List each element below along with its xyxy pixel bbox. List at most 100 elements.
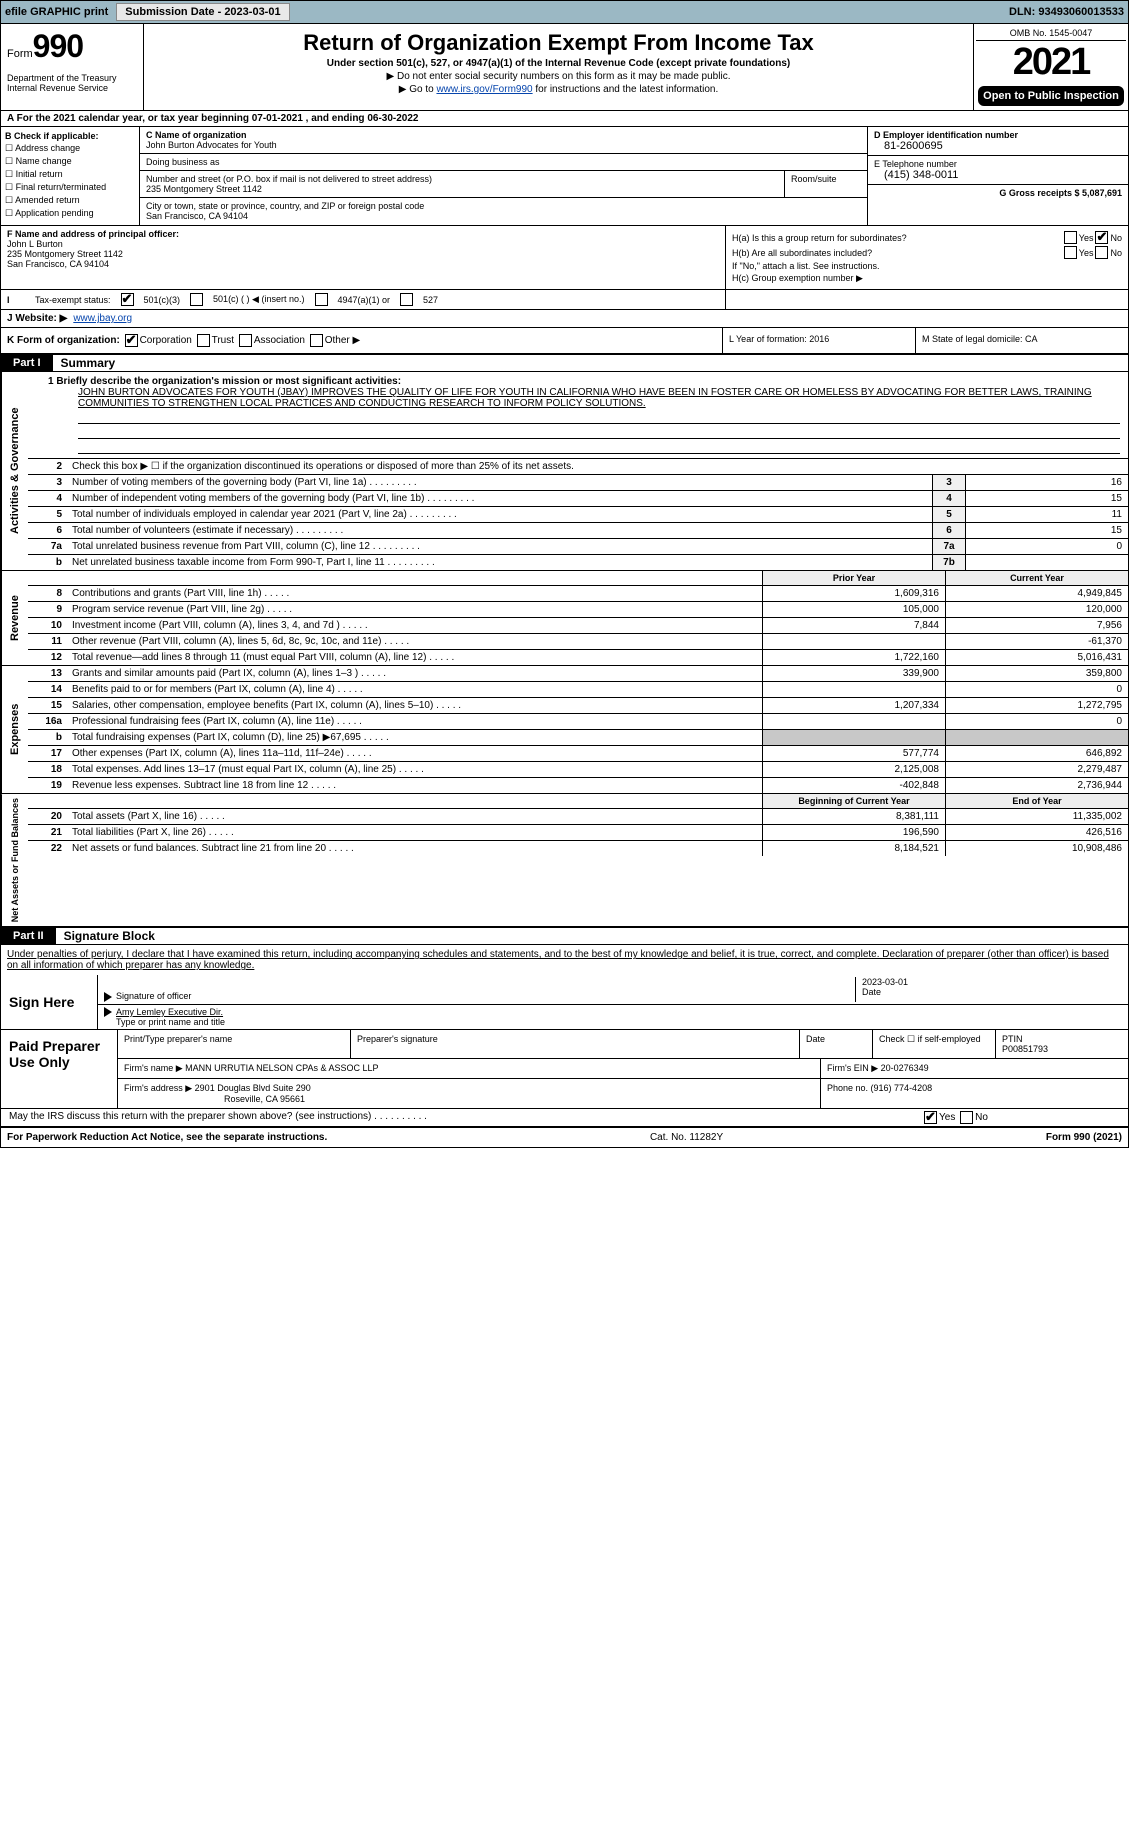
ha-no-label: No	[1110, 233, 1122, 243]
prep-date-label: Date	[800, 1030, 873, 1058]
data-row-19: 19Revenue less expenses. Subtract line 1…	[28, 778, 1128, 793]
end-year-header: End of Year	[945, 794, 1128, 808]
chk-trust[interactable]	[197, 334, 210, 347]
data-row-21: 21Total liabilities (Part X, line 26) . …	[28, 825, 1128, 841]
chk-4947[interactable]	[315, 293, 328, 306]
ha-yes-label: Yes	[1079, 233, 1094, 243]
part-1-title: Summary	[53, 356, 116, 370]
mission-block: 1 Briefly describe the organization's mi…	[28, 372, 1128, 459]
title-box: Return of Organization Exempt From Incom…	[144, 24, 973, 110]
discuss-row: May the IRS discuss this return with the…	[1, 1109, 1128, 1128]
note2-pre: ▶ Go to	[399, 84, 437, 95]
chk-other[interactable]	[310, 334, 323, 347]
sidebar-revenue: Revenue	[1, 571, 28, 665]
firm-city: Roseville, CA 95661	[224, 1094, 305, 1104]
row-ij: I Tax-exempt status: 501(c)(3) 501(c) ( …	[1, 290, 1128, 310]
irs-link[interactable]: www.irs.gov/Form990	[436, 84, 532, 95]
discuss-no-checkbox[interactable]	[960, 1111, 973, 1124]
governance-body: 1 Briefly describe the organization's mi…	[28, 372, 1128, 570]
note-2: ▶ Go to www.irs.gov/Form990 for instruct…	[152, 84, 965, 95]
sign-here-label: Sign Here	[1, 975, 97, 1029]
prep-name-label: Print/Type preparer's name	[118, 1030, 351, 1058]
data-row-13: 13Grants and similar amounts paid (Part …	[28, 666, 1128, 682]
q2-row: 2 Check this box ▶ ☐ if the organization…	[28, 459, 1128, 475]
hb-note: If "No," attach a list. See instructions…	[732, 261, 1122, 271]
chk-initial-return[interactable]: ☐ Initial return	[5, 169, 135, 180]
ptin-value: P00851793	[1002, 1044, 1048, 1054]
chk-association[interactable]	[239, 334, 252, 347]
gov-row-5: 5Total number of individuals employed in…	[28, 507, 1128, 523]
org-name: John Burton Advocates for Youth	[146, 140, 861, 150]
submission-date-button[interactable]: Submission Date - 2023-03-01	[116, 3, 289, 21]
netassets-section: Net Assets or Fund Balances Beginning of…	[1, 794, 1128, 928]
chk-application-pending[interactable]: ☐ Application pending	[5, 208, 135, 219]
chk-amended[interactable]: ☐ Amended return	[5, 195, 135, 206]
dept-label: Department of the Treasury Internal Reve…	[7, 73, 137, 93]
chk-name-change[interactable]: ☐ Name change	[5, 156, 135, 167]
blank-line-3	[78, 441, 1120, 454]
preparer-row-3: Firm's address ▶ 2901 Douglas Blvd Suite…	[118, 1079, 1128, 1108]
col-c-org-info: C Name of organization John Burton Advoc…	[140, 127, 867, 225]
preparer-row-2: Firm's name ▶ MANN URRUTIA NELSON CPAs &…	[118, 1059, 1128, 1079]
note-1: ▶ Do not enter social security numbers o…	[152, 71, 965, 82]
beginning-year-header: Beginning of Current Year	[762, 794, 945, 808]
org-name-label: C Name of organization	[146, 130, 861, 140]
h-b-row: H(b) Are all subordinates included? Yes …	[732, 246, 1122, 259]
firm-name-value: MANN URRUTIA NELSON CPAs & ASSOC LLP	[185, 1063, 378, 1073]
row-k-form-org: K Form of organization: Corporation Trus…	[1, 328, 723, 353]
phone-cell: E Telephone number (415) 348-0011	[868, 156, 1128, 185]
hb-no-checkbox[interactable]	[1095, 246, 1108, 259]
section-bcd: B Check if applicable: ☐ Address change …	[1, 127, 1128, 226]
revenue-section: Revenue Prior Year Current Year 8Contrib…	[1, 571, 1128, 666]
sign-fields: Signature of officer 2023-03-01Date Amy …	[97, 975, 1128, 1029]
form-number: 990	[33, 28, 83, 64]
data-row-20: 20Total assets (Part X, line 16) . . . .…	[28, 809, 1128, 825]
dba-cell: Doing business as	[140, 154, 867, 171]
data-row-18: 18Total expenses. Add lines 13–17 (must …	[28, 762, 1128, 778]
discuss-yes-checkbox[interactable]	[924, 1111, 937, 1124]
part-1-tag: Part I	[1, 355, 53, 371]
data-row-9: 9Program service revenue (Part VIII, lin…	[28, 602, 1128, 618]
chk-final-return[interactable]: ☐ Final return/terminated	[5, 182, 135, 193]
firm-addr-label: Firm's address ▶	[124, 1083, 192, 1093]
part-2-title: Signature Block	[56, 929, 155, 943]
phone-label: E Telephone number	[874, 159, 1122, 169]
h-c-row: H(c) Group exemption number ▶	[732, 273, 1122, 284]
officer-addr1: 235 Montgomery Street 1142	[7, 249, 719, 259]
officer-label: F Name and address of principal officer:	[7, 229, 719, 239]
hb-yes-checkbox[interactable]	[1064, 246, 1077, 259]
prior-year-header: Prior Year	[762, 571, 945, 585]
ha-yes-checkbox[interactable]	[1064, 231, 1077, 244]
omb-label: OMB No. 1545-0047	[976, 26, 1126, 41]
dln-label: DLN: 93493060013533	[1009, 6, 1124, 18]
officer-name: John L Burton	[7, 239, 719, 249]
ha-no-checkbox[interactable]	[1095, 231, 1108, 244]
chk-527[interactable]	[400, 293, 413, 306]
opt-527: 527	[423, 295, 438, 305]
opt-501c3: 501(c)(3)	[144, 295, 181, 305]
paid-preparer-label: Paid Preparer Use Only	[1, 1030, 118, 1108]
net-header-row: Beginning of Current Year End of Year	[28, 794, 1128, 809]
chk-501c[interactable]	[190, 293, 203, 306]
street-cell: Number and street (or P.O. box if mail i…	[140, 171, 785, 197]
gov-row-6: 6Total number of volunteers (estimate if…	[28, 523, 1128, 539]
data-row-16a: 16aProfessional fundraising fees (Part I…	[28, 714, 1128, 730]
chk-address-change[interactable]: ☐ Address change	[5, 143, 135, 154]
arrow-icon	[104, 1007, 112, 1017]
col-b-title: B Check if applicable:	[5, 131, 135, 141]
col-b-checkboxes: B Check if applicable: ☐ Address change …	[1, 127, 140, 225]
ein-label: D Employer identification number	[874, 130, 1122, 140]
chk-corporation[interactable]	[125, 334, 138, 347]
chk-501c3[interactable]	[121, 293, 134, 306]
website-link[interactable]: www.jbay.org	[73, 313, 132, 324]
data-row-11: 11Other revenue (Part VIII, column (A), …	[28, 634, 1128, 650]
form-subtitle: Under section 501(c), 527, or 4947(a)(1)…	[152, 58, 965, 69]
hb-no-label: No	[1110, 248, 1122, 258]
opt-corporation: Corporation	[140, 335, 192, 346]
revenue-header-row: Prior Year Current Year	[28, 571, 1128, 586]
part-1-header: Part I Summary	[1, 355, 1128, 372]
tax-year: 2021	[976, 41, 1126, 84]
sig-officer-label: Signature of officer	[116, 991, 191, 1001]
ha-label: H(a) Is this a group return for subordin…	[732, 233, 1062, 243]
row-i-tax-status: I Tax-exempt status: 501(c)(3) 501(c) ( …	[1, 290, 726, 309]
